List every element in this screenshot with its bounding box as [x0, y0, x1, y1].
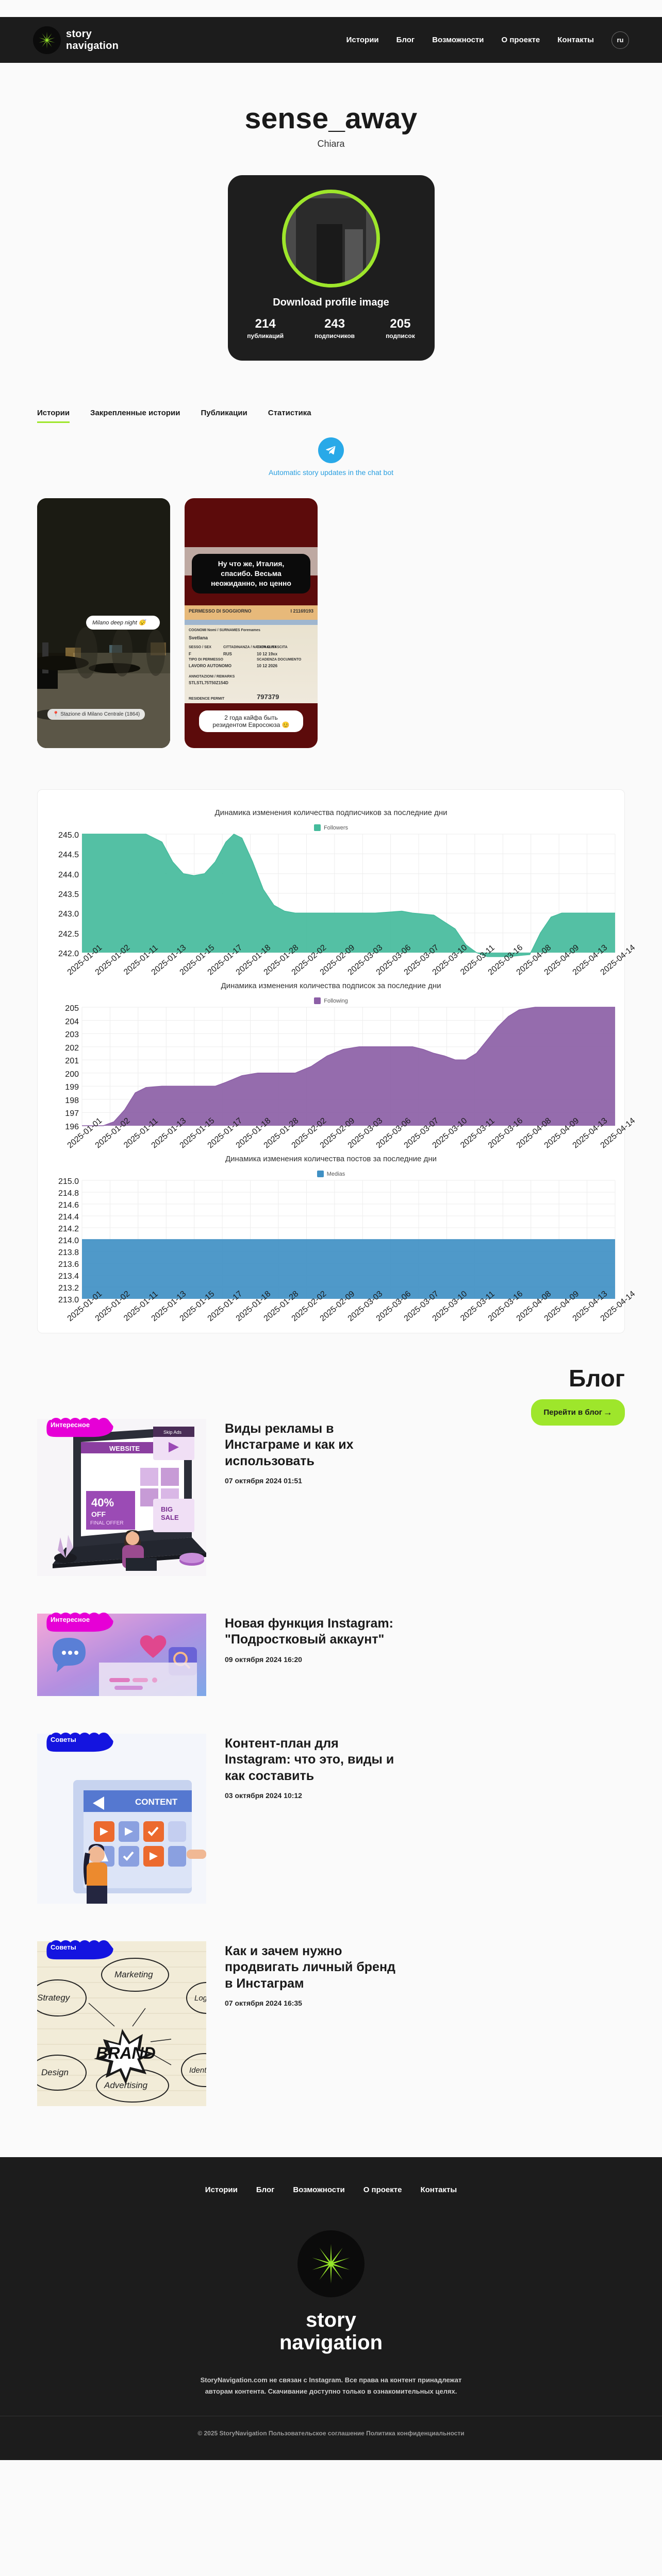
svg-text:CONTENT: CONTENT [135, 1797, 178, 1807]
svg-text:Logo: Logo [194, 1994, 206, 2003]
svg-text:Strategy: Strategy [37, 1993, 71, 2003]
svg-text:SALE: SALE [161, 1514, 179, 1521]
svg-text:WEBSITE: WEBSITE [109, 1445, 140, 1452]
svg-text:FINAL OFFER: FINAL OFFER [90, 1520, 124, 1526]
svg-text:Skip Ads: Skip Ads [163, 1430, 182, 1435]
svg-text:Marketing: Marketing [114, 1970, 153, 1979]
svg-text:Identity: Identity [189, 2066, 206, 2075]
svg-text:OFF: OFF [91, 1510, 106, 1518]
svg-text:BRAND: BRAND [96, 2044, 156, 2062]
svg-text:Design: Design [41, 2067, 69, 2077]
svg-text:BIG: BIG [161, 1505, 173, 1513]
svg-text:40%: 40% [91, 1496, 114, 1509]
